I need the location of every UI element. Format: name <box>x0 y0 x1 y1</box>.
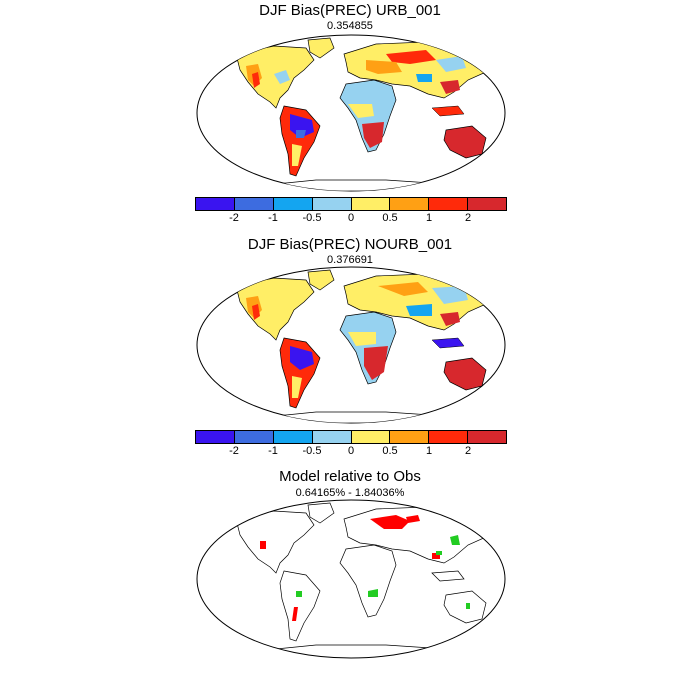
colorbar-swatch <box>390 431 430 443</box>
colorbar-swatch <box>468 431 506 443</box>
africa-neutral <box>348 104 374 118</box>
colorbar-swatch <box>468 198 506 210</box>
colorbar-tick-label: -1 <box>268 212 278 224</box>
colorbar-tick-label: 1 <box>425 212 433 224</box>
australia <box>443 125 487 159</box>
sa-neutral <box>292 144 302 166</box>
panel-title: Model relative to Obs <box>279 468 421 485</box>
eurasia-dry2 <box>406 304 432 316</box>
eurasia-dry2 <box>416 74 432 82</box>
colorbar <box>195 430 507 444</box>
antarctica <box>215 179 487 191</box>
colorbar-tick-label: -1 <box>268 445 278 457</box>
sa-dry <box>290 346 314 370</box>
globe-outline <box>196 499 506 659</box>
eurasia-wet <box>378 282 428 296</box>
australia <box>443 357 487 391</box>
colorbar-tick-label: 0 <box>347 445 355 457</box>
significant-negative-region <box>296 591 302 597</box>
significant-negative-region <box>466 603 470 609</box>
africa-wet <box>364 346 388 380</box>
world-map-nourb <box>196 266 506 424</box>
greenland <box>307 502 335 524</box>
significant-positive-region <box>292 607 298 621</box>
colorbar-tick-label: -0.5 <box>302 445 322 457</box>
colorbar-swatch <box>312 198 352 210</box>
colorbar-tick-label: 2 <box>464 445 472 457</box>
colorbar-tick-label: -0.5 <box>302 212 322 224</box>
antarctica <box>215 411 487 423</box>
eurasia-wet2 <box>366 60 402 74</box>
sa-dry2 <box>296 130 306 138</box>
colorbar-tick-label: 0.5 <box>382 212 398 224</box>
colorbar-tick-label: -2 <box>229 445 239 457</box>
eurasia-wet <box>386 50 436 64</box>
panel-subtitle: 0.376691 <box>327 254 373 266</box>
north-america <box>235 510 315 574</box>
colorbar-swatch <box>196 431 235 443</box>
panel-title: DJF Bias(PREC) URB_001 <box>259 2 441 19</box>
colorbar-swatch <box>390 198 430 210</box>
significance-markers <box>260 515 470 621</box>
sa-neutral <box>292 376 302 398</box>
colorbar-tick-label: 0.5 <box>382 445 398 457</box>
colorbar-swatch <box>273 431 313 443</box>
colorbar-tick-label: -2 <box>229 212 239 224</box>
colorbar-swatch <box>312 431 352 443</box>
colorbar-swatch <box>429 431 469 443</box>
panel-subtitle: 0.354855 <box>327 20 373 32</box>
greenland <box>307 37 335 59</box>
colorbar-swatch <box>351 198 391 210</box>
significant-negative-region <box>368 589 378 597</box>
colorbar-labels: -2 -1 -0.5 0 0.5 1 2 <box>195 212 507 226</box>
eurasia-dry <box>436 56 466 72</box>
eurasia-wet3 <box>440 80 460 94</box>
africa-neutral <box>348 332 376 346</box>
significant-negative-region <box>436 551 442 555</box>
colorbar-swatch <box>196 198 235 210</box>
colorbar-swatch <box>234 431 274 443</box>
colorbar-tick-label: 2 <box>464 212 472 224</box>
indonesia <box>431 570 465 582</box>
colorbar <box>195 197 507 211</box>
colorbar-tick-label: 1 <box>425 445 433 457</box>
indonesia <box>431 337 465 349</box>
colorbar-labels: -2 -1 -0.5 0 0.5 1 2 <box>195 445 507 459</box>
significant-positive-region <box>260 541 266 549</box>
south-america <box>279 570 321 642</box>
panel-subtitle: 0.64165% - 1.84036% <box>295 487 405 499</box>
colorbar-tick-label: 0 <box>347 212 355 224</box>
colorbar-swatch <box>234 198 274 210</box>
greenland <box>307 269 335 291</box>
world-map-significance <box>196 499 506 659</box>
panel-title: DJF Bias(PREC) NOURB_001 <box>247 236 453 253</box>
world-map-urb <box>196 34 506 192</box>
eurasia-dry <box>432 286 468 304</box>
na-dry <box>274 70 290 84</box>
north-america <box>235 45 315 109</box>
colorbar-swatch <box>351 431 391 443</box>
africa-wet <box>362 122 384 148</box>
eurasia-wet3 <box>440 312 460 326</box>
indonesia <box>431 105 465 117</box>
australia <box>443 590 487 624</box>
na-wet2 <box>252 72 260 88</box>
significant-positive-region <box>370 515 410 529</box>
north-america <box>235 277 315 341</box>
colorbar-swatch <box>273 198 313 210</box>
colorbar-swatch <box>429 198 469 210</box>
na-wet2 <box>252 304 260 320</box>
significant-negative-region <box>450 535 460 545</box>
africa <box>339 544 397 618</box>
significant-positive-region <box>406 515 420 523</box>
